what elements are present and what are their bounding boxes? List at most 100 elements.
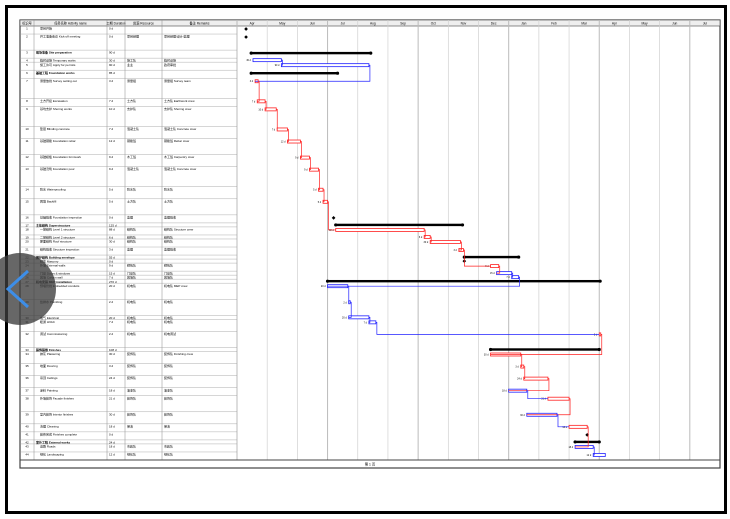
- gantt-sheet: 标识号 任务名称 Activity name 工期 Duration 资源 Resou…: [19, 19, 721, 469]
- task-note: 装饰队: [164, 363, 173, 368]
- summary-end-marker: [369, 51, 373, 55]
- task-duration: 9 d: [109, 167, 114, 171]
- task-resource: 机电队: [127, 299, 136, 304]
- bar-duration-label: 30 d: [520, 414, 525, 417]
- task-resource: 装饰队: [127, 351, 136, 356]
- task-note: 结构队: [164, 239, 173, 244]
- dependency-link: [496, 265, 501, 274]
- task-resource: 结构队: [127, 227, 136, 232]
- row-id: 19: [25, 236, 29, 240]
- task-duration: 108 d: [109, 348, 117, 352]
- chevron-left-icon: [5, 269, 30, 309]
- summary-start-marker: [249, 71, 253, 75]
- summary-start-marker: [325, 279, 330, 283]
- bar-duration-label: 9 d: [295, 157, 299, 160]
- task-name: 装修完成 Finishes complete: [40, 431, 77, 436]
- task-resource: 机电队: [127, 331, 136, 336]
- document-page: 标识号 任务名称 Activity name 工期 Duration 资源 Resou…: [5, 5, 727, 514]
- task-duration: 3 d: [109, 79, 114, 83]
- task-resource: 装饰队: [127, 395, 136, 400]
- month-label: Aug: [370, 22, 376, 26]
- task-note: 绿化队: [164, 452, 173, 457]
- bar-duration-label: 3 d: [515, 366, 519, 369]
- task-note: 装饰队: [164, 375, 173, 380]
- page-number: 第 1 页: [365, 462, 376, 467]
- row-id: 6: [26, 71, 28, 75]
- task-resource: 门窗队: [127, 271, 136, 276]
- task-note: 机电调试: [164, 331, 176, 336]
- month-label: Jul: [341, 22, 345, 26]
- month-label: Nov: [461, 22, 467, 26]
- summary-end-marker: [335, 71, 340, 75]
- row-id: 44: [25, 453, 29, 457]
- dependency-link: [327, 276, 520, 287]
- dependency-link: [318, 169, 320, 191]
- bar-duration-label: 12 d: [281, 141, 286, 144]
- task-duration: 10 d: [109, 107, 115, 111]
- task-name: 防水 Waterproofing: [40, 186, 66, 191]
- dependency-link: [323, 189, 325, 203]
- row-id: 8: [26, 99, 28, 103]
- summary-start-marker: [488, 347, 493, 352]
- dependency-link: [556, 414, 570, 428]
- task-name: 绿化 Landscaping: [40, 452, 64, 457]
- task-resource: 测量组: [127, 78, 136, 83]
- task-note: 土方队: [164, 198, 173, 203]
- row-id: 42: [25, 441, 29, 445]
- task-note: 临时设施: [164, 58, 176, 63]
- task-note: 结构队: [164, 235, 173, 240]
- critical-task-bar: [598, 332, 602, 337]
- month-label: May: [279, 22, 285, 26]
- task-resource: 支护队: [127, 106, 136, 111]
- row-id: 36: [25, 376, 29, 380]
- summary-bar: [251, 51, 371, 55]
- task-duration: 88 d: [109, 228, 115, 232]
- dependency-link: [526, 390, 548, 400]
- task-name: 吊顶 Ceilings: [40, 376, 58, 380]
- column-header: 工期 Duration: [106, 21, 126, 26]
- task-bar: [280, 63, 370, 68]
- task-note: 混凝土队 Concrete crew: [164, 126, 197, 131]
- task-duration: 270 d: [109, 280, 117, 284]
- dependency-link: [508, 378, 550, 392]
- dependency-link: [255, 64, 371, 82]
- task-name: 室外工程 External works: [36, 440, 71, 445]
- critical-task-bar: [523, 376, 549, 381]
- bar-duration-label: 10 d: [258, 108, 263, 111]
- milestone-marker: [331, 216, 336, 220]
- dependency-link: [511, 272, 514, 278]
- month-label: May: [642, 22, 648, 26]
- task-resource: 施工队: [127, 58, 136, 63]
- summary-bar: [251, 72, 338, 75]
- month-label: Feb: [551, 22, 557, 26]
- task-name: 屋面结构 Roof structure: [40, 239, 72, 244]
- previous-page-button[interactable]: [0, 253, 56, 325]
- dependency-link: [327, 201, 336, 231]
- bar-duration-label: 3 d: [250, 80, 254, 83]
- table-border: [19, 19, 721, 469]
- row-id: 2: [26, 35, 28, 39]
- summary-bar: [575, 440, 600, 444]
- task-duration: 15 d: [109, 272, 115, 276]
- task-duration: 30 d: [109, 240, 115, 244]
- task-name: 道路 Roads: [40, 444, 56, 449]
- header-row: [19, 19, 721, 27]
- task-resource: 钢筋班: [127, 138, 136, 143]
- row-id: 39: [25, 412, 29, 416]
- bar-duration-label: 9 d: [485, 265, 489, 268]
- dependency-link: [348, 301, 352, 318]
- row-id: 15: [25, 199, 29, 203]
- dependency-link: [490, 334, 603, 355]
- dependency-link: [281, 59, 283, 66]
- bar-duration-label: 18 d: [502, 390, 507, 393]
- row-id: 40: [25, 424, 29, 428]
- bar-duration-label: 20 d: [321, 285, 326, 288]
- task-note: 土方队 Earthwork crew: [164, 98, 195, 103]
- task-name: 砌体 Masonry: [40, 259, 59, 264]
- task-resource: 结构队: [127, 239, 136, 244]
- task-resource: 机电队: [127, 319, 136, 324]
- task-resource: 机电队: [127, 283, 136, 288]
- task-note: 砌筑队: [164, 263, 173, 268]
- row-id: 13: [25, 167, 29, 171]
- task-duration: 90 d: [109, 63, 115, 67]
